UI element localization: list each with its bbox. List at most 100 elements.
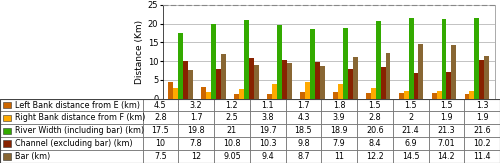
Bar <box>286 99 322 111</box>
Text: 3.8: 3.8 <box>262 113 274 122</box>
Text: 1.5: 1.5 <box>404 101 417 110</box>
Bar <box>201 87 206 99</box>
Bar <box>464 99 500 111</box>
Bar <box>3 153 11 160</box>
Text: 1.1: 1.1 <box>262 101 274 110</box>
Text: 10.3: 10.3 <box>259 139 276 148</box>
Bar <box>250 137 286 150</box>
Text: 1.2: 1.2 <box>226 101 238 110</box>
Text: 2.5: 2.5 <box>226 113 238 122</box>
Text: 21.3: 21.3 <box>438 126 455 135</box>
Bar <box>370 88 376 99</box>
Text: 10.2: 10.2 <box>474 139 491 148</box>
Bar <box>142 99 178 111</box>
Bar <box>464 124 500 137</box>
Bar <box>428 111 464 124</box>
Bar <box>357 124 393 137</box>
Bar <box>286 111 322 124</box>
Bar <box>393 137 428 150</box>
Text: 1.9: 1.9 <box>440 113 452 122</box>
Text: 1.9: 1.9 <box>476 113 488 122</box>
Bar <box>287 63 292 99</box>
Bar <box>393 150 428 163</box>
Bar <box>142 137 178 150</box>
Bar <box>305 82 310 99</box>
Bar <box>267 95 272 99</box>
Text: 6.9: 6.9 <box>404 139 417 148</box>
Bar <box>348 69 352 99</box>
Text: 1.5: 1.5 <box>368 101 381 110</box>
Bar <box>380 67 386 99</box>
Text: Right Bank distance from F (km): Right Bank distance from F (km) <box>15 113 146 122</box>
Bar <box>322 150 357 163</box>
Bar <box>249 58 254 99</box>
Text: Left Bank distance from E (km): Left Bank distance from E (km) <box>15 101 140 110</box>
Text: 1.7: 1.7 <box>297 101 310 110</box>
Bar <box>183 61 188 99</box>
Text: 12: 12 <box>191 152 201 161</box>
Bar <box>221 54 226 99</box>
Bar <box>320 66 324 99</box>
Bar <box>214 99 250 111</box>
Bar <box>0 111 142 124</box>
Bar <box>178 137 214 150</box>
Bar <box>0 124 142 137</box>
Bar <box>310 29 315 99</box>
Bar <box>234 94 239 99</box>
Bar <box>376 21 380 99</box>
Text: 21.4: 21.4 <box>402 126 419 135</box>
Bar <box>282 60 287 99</box>
Bar <box>3 128 11 134</box>
Y-axis label: Distance (Km): Distance (Km) <box>134 20 143 84</box>
Bar <box>178 33 183 99</box>
Bar <box>178 124 214 137</box>
Text: 21: 21 <box>227 126 237 135</box>
Text: 18.9: 18.9 <box>330 126 348 135</box>
Bar <box>322 111 357 124</box>
Bar <box>250 111 286 124</box>
Bar <box>464 111 500 124</box>
Text: Channel (excluding bar) (km): Channel (excluding bar) (km) <box>15 139 132 148</box>
Text: 2: 2 <box>408 113 413 122</box>
Bar <box>178 111 214 124</box>
Text: 2.8: 2.8 <box>368 113 381 122</box>
Bar <box>442 19 446 99</box>
Bar <box>250 124 286 137</box>
Bar <box>286 150 322 163</box>
Bar <box>0 150 142 163</box>
Bar <box>357 137 393 150</box>
Bar <box>414 73 418 99</box>
Text: 7.8: 7.8 <box>190 139 202 148</box>
Text: 20.6: 20.6 <box>366 126 384 135</box>
Bar <box>214 150 250 163</box>
Bar <box>178 99 214 111</box>
Text: 11.4: 11.4 <box>474 152 491 161</box>
Bar <box>322 124 357 137</box>
Text: 4.3: 4.3 <box>297 113 310 122</box>
Text: 4.5: 4.5 <box>154 101 166 110</box>
Text: 10.8: 10.8 <box>223 139 240 148</box>
Bar <box>211 24 216 99</box>
Bar <box>3 141 11 147</box>
Bar <box>188 70 193 99</box>
Text: 10: 10 <box>156 139 166 148</box>
Text: 9.4: 9.4 <box>262 152 274 161</box>
Bar <box>398 93 404 99</box>
Bar <box>470 91 474 99</box>
Bar <box>452 45 456 99</box>
Bar <box>474 18 480 99</box>
Text: 1.7: 1.7 <box>190 113 202 122</box>
Text: 19.7: 19.7 <box>259 126 276 135</box>
Text: 17.5: 17.5 <box>152 126 169 135</box>
Bar <box>480 60 484 99</box>
Bar <box>286 124 322 137</box>
Bar <box>214 137 250 150</box>
Bar <box>333 92 338 99</box>
Bar <box>286 137 322 150</box>
Bar <box>214 124 250 137</box>
Text: 19.8: 19.8 <box>188 126 205 135</box>
Bar <box>254 65 259 99</box>
Bar <box>404 91 408 99</box>
Bar <box>315 62 320 99</box>
Text: 9.05: 9.05 <box>223 152 241 161</box>
